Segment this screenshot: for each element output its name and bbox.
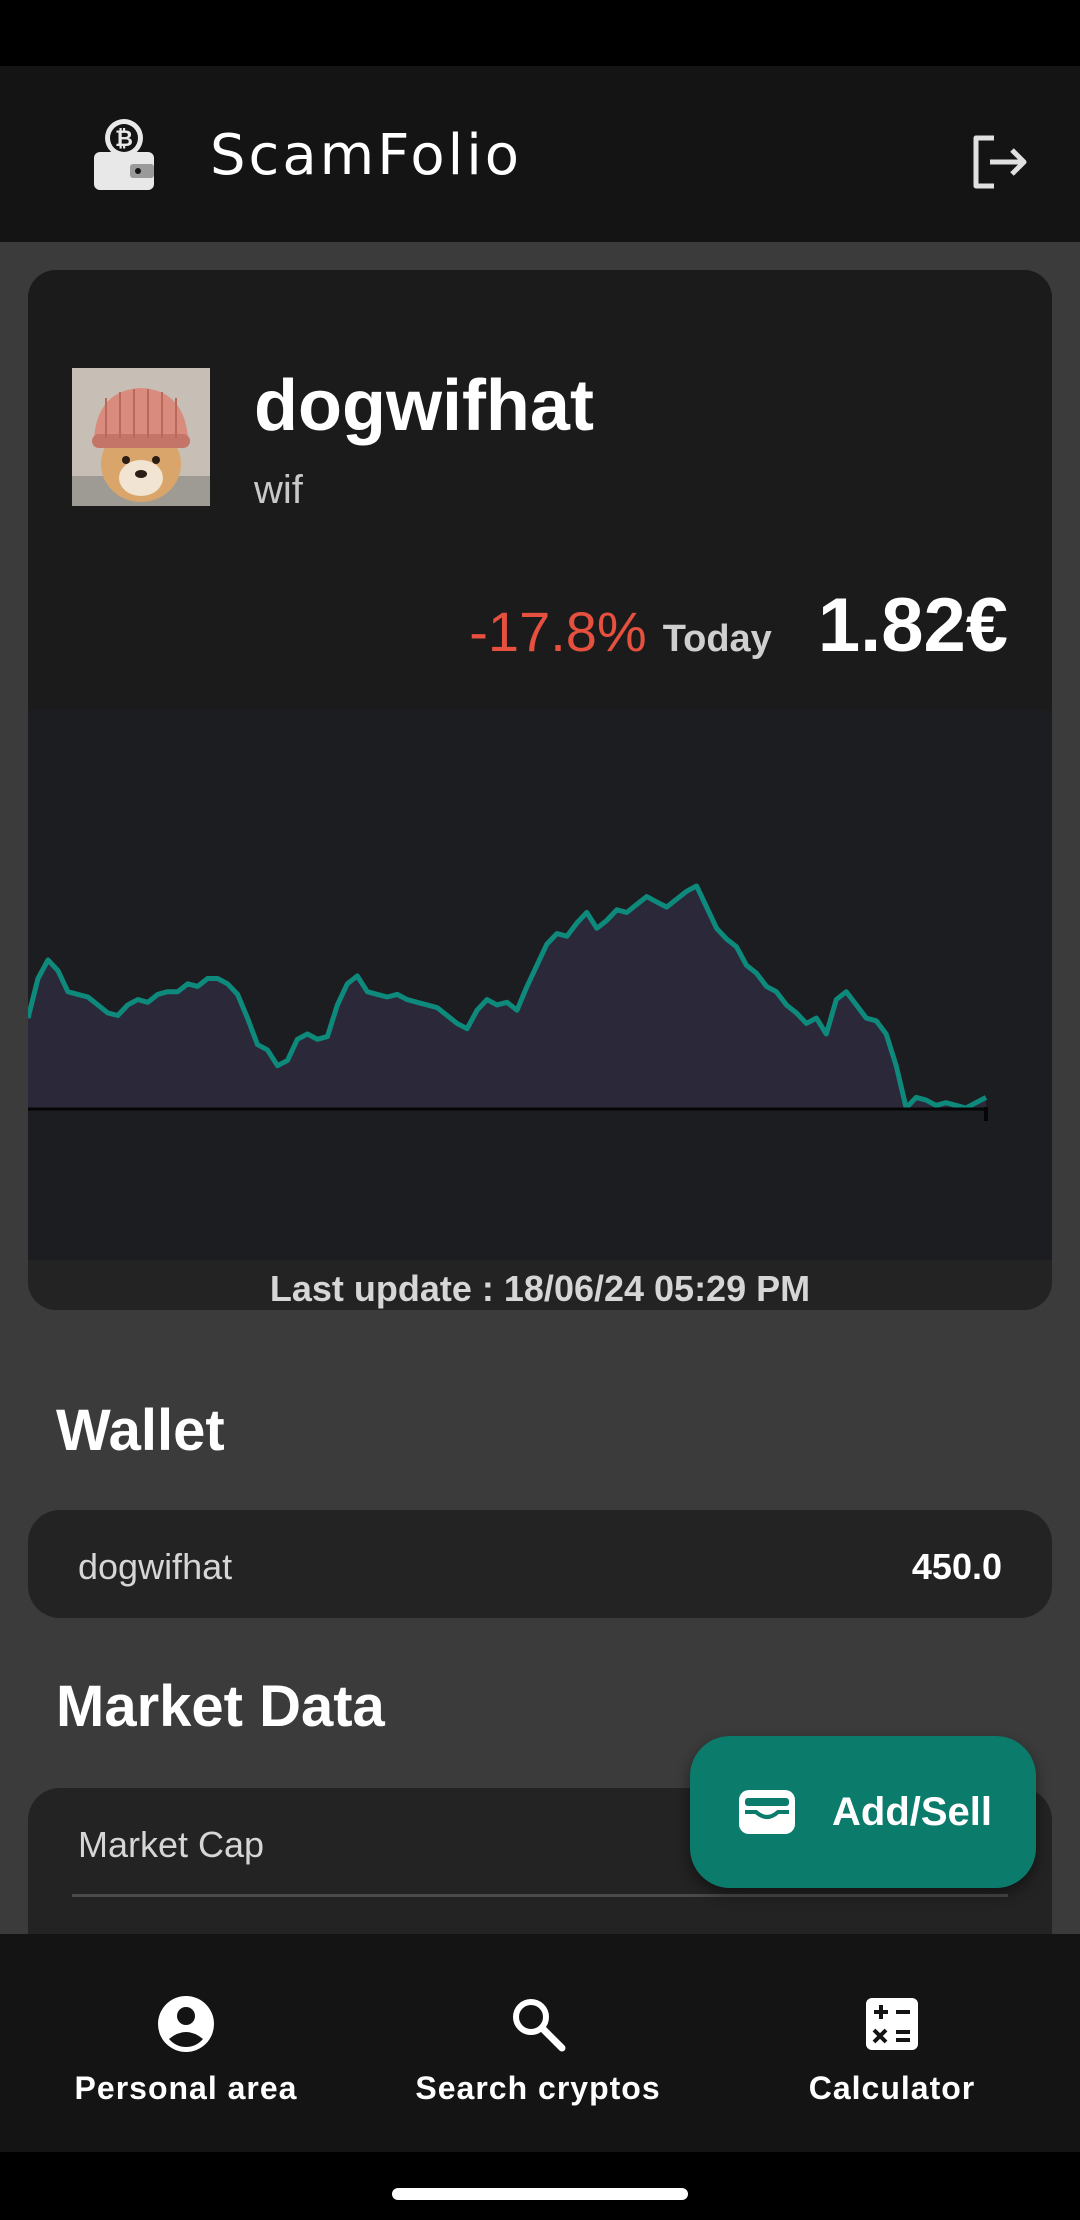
nav-label-search-cryptos: Search cryptos [415, 2070, 661, 2106]
calculator-icon [866, 1998, 918, 2050]
app-bar: ₿ ScamFolio [0, 66, 1080, 242]
home-gesture-bar[interactable] [392, 2188, 688, 2200]
price-change-percent: -17.8% [469, 600, 647, 663]
wallet-section-title: Wallet [56, 1398, 225, 1463]
chart-end-marker [984, 1107, 988, 1121]
coin-card: dogwifhat wif -17.8% Today 1.82€ Last up… [28, 270, 1052, 1310]
market-cap-label: Market Cap [78, 1824, 265, 1865]
coin-symbol: wif [254, 468, 303, 512]
price-chart-svg [28, 883, 988, 1121]
market-divider [72, 1894, 1008, 1897]
system-gesture-area [0, 2152, 1080, 2220]
bitcoin-wallet-icon: ₿ [92, 118, 156, 192]
market-section-title: Market Data [56, 1674, 385, 1739]
svg-text:₿: ₿ [115, 127, 133, 152]
add-sell-button[interactable]: Add/Sell [690, 1736, 1036, 1888]
wallet-row[interactable]: dogwifhat 450.0 [28, 1510, 1052, 1618]
status-bar [0, 0, 1080, 66]
price-chart[interactable] [28, 710, 1052, 1260]
search-icon [513, 1999, 566, 2052]
logout-icon [973, 135, 1027, 189]
dog-with-hat-image [72, 368, 210, 506]
nav-label-calculator: Calculator [808, 2070, 976, 2106]
nav-calculator[interactable]: Calculator [712, 1934, 1072, 2152]
chart-series-line [28, 883, 988, 1111]
last-update: Last update : 18/06/24 05:29 PM [269, 1268, 811, 1309]
nav-personal-area[interactable]: Personal area [6, 1934, 366, 2152]
logout-button[interactable] [960, 122, 1040, 202]
price-change-period: Today [662, 618, 772, 660]
wallet-coin-name: dogwifhat [78, 1546, 233, 1587]
wallet-coin-amount: 450.0 [911, 1546, 1002, 1587]
coin-image [72, 368, 210, 506]
content-area[interactable]: dogwifhat wif -17.8% Today 1.82€ Last up… [0, 242, 1080, 1934]
coin-name: dogwifhat [254, 366, 594, 446]
price-row: -17.8% Today 1.82€ [469, 582, 1008, 669]
nav-label-personal-area: Personal area [74, 2070, 298, 2106]
current-price: 1.82€ [817, 583, 1008, 668]
nav-search-cryptos[interactable]: Search cryptos [358, 1934, 718, 2152]
wallet-icon [739, 1790, 795, 1834]
account-circle-icon [158, 1996, 214, 2052]
bottom-navigation: Personal area Search cryptos Calculator [0, 1934, 1080, 2152]
add-sell-label: Add/Sell [832, 1790, 993, 1834]
app-title: ScamFolio [210, 123, 523, 188]
